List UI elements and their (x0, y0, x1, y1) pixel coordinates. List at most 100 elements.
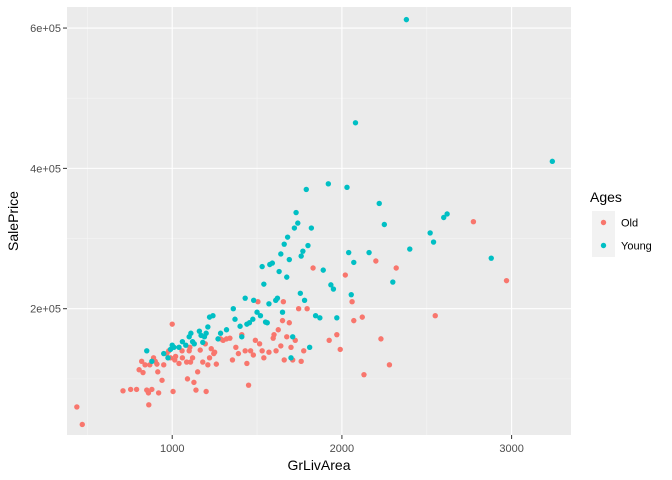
data-point-young (242, 295, 248, 301)
legend-label-young: Young (621, 241, 652, 253)
data-point-young (330, 286, 337, 292)
data-point-young (293, 209, 299, 216)
data-point-young (351, 259, 357, 266)
legend: Ages Old Young (590, 189, 652, 257)
data-point-young (288, 355, 294, 361)
data-point-old (133, 386, 140, 393)
data-point-young (301, 297, 308, 303)
data-point-old (259, 348, 265, 354)
y-tick-label: 6e+05 (30, 23, 61, 35)
data-point-young (298, 253, 304, 259)
data-point-young (430, 239, 437, 245)
data-point-old (250, 352, 257, 358)
data-point-old (155, 369, 161, 375)
data-point-old (266, 349, 272, 355)
data-point-young (403, 16, 410, 23)
data-point-young (376, 200, 382, 207)
data-point-old (179, 355, 186, 361)
data-point-young (191, 341, 197, 347)
data-point-old (145, 390, 152, 396)
data-point-old (179, 348, 185, 354)
data-points (74, 16, 556, 428)
data-point-young (381, 221, 388, 228)
data-point-old (255, 298, 261, 305)
data-point-old (337, 346, 343, 353)
data-point-young (144, 348, 150, 354)
data-point-old (288, 344, 294, 350)
data-point-young (276, 268, 282, 275)
data-point-old (79, 421, 85, 428)
data-point-old (273, 348, 279, 354)
data-point-young (188, 330, 194, 336)
data-point-old (142, 362, 148, 368)
data-point-old (206, 355, 213, 361)
data-point-old (310, 265, 316, 271)
data-point-young (250, 316, 256, 322)
data-point-old (176, 360, 182, 367)
data-point-young (325, 181, 332, 187)
data-point-young (176, 344, 182, 350)
data-point-young (239, 334, 245, 340)
data-point-young (250, 297, 257, 303)
data-point-young (312, 313, 319, 319)
data-point-young (183, 342, 189, 348)
data-point-young (352, 120, 359, 126)
data-point-young (286, 256, 293, 263)
data-point-old (351, 317, 357, 324)
data-point-young (344, 184, 350, 191)
data-point-old (155, 390, 162, 396)
data-point-young (254, 309, 260, 315)
data-point-old (386, 362, 393, 368)
data-point-young (306, 344, 313, 350)
data-point-old (184, 376, 191, 382)
data-point-old (183, 359, 190, 365)
data-point-old (161, 362, 167, 368)
data-point-young (300, 248, 306, 254)
data-point-old (295, 306, 302, 312)
y-axis-title: SalePrice (5, 191, 21, 251)
data-point-old (280, 298, 287, 305)
x-tick-label: 1000 (160, 443, 184, 455)
data-point-young (223, 327, 230, 333)
data-point-old (361, 371, 367, 378)
data-point-young (196, 328, 203, 334)
x-tick-label: 3000 (499, 443, 523, 455)
data-point-old (200, 359, 206, 365)
data-point-young (345, 249, 352, 256)
data-point-young (246, 320, 253, 326)
data-point-young (390, 279, 396, 285)
data-point-young (279, 309, 286, 315)
data-point-old (197, 347, 203, 353)
y-tick-label: 4e+05 (30, 163, 61, 175)
data-point-old (298, 358, 304, 365)
data-point-young (366, 249, 372, 256)
data-point-young (308, 225, 315, 231)
data-point-young (215, 336, 221, 342)
data-point-old (149, 386, 155, 393)
data-point-old (194, 369, 201, 375)
data-point-young (264, 320, 270, 326)
data-point-young (237, 323, 243, 329)
data-point-old (193, 387, 199, 393)
data-point-old (503, 277, 510, 284)
data-point-young (407, 246, 413, 252)
data-point-old (349, 298, 355, 305)
data-point-old (235, 350, 242, 357)
legend-dot-old (600, 219, 607, 226)
data-point-old (261, 355, 267, 361)
data-point-old (169, 321, 175, 327)
data-point-young (284, 274, 290, 280)
minor-gridlines (67, 7, 571, 435)
data-point-old (284, 334, 290, 340)
data-point-young (205, 324, 211, 330)
data-point-old (154, 361, 160, 367)
data-point-young (269, 260, 276, 266)
data-point-old (278, 343, 284, 349)
data-point-old (359, 314, 365, 320)
data-point-young (210, 313, 216, 319)
data-point-young (203, 330, 209, 336)
data-point-old (208, 345, 214, 352)
data-point-old (229, 357, 236, 363)
legend-dot-young (600, 242, 607, 249)
